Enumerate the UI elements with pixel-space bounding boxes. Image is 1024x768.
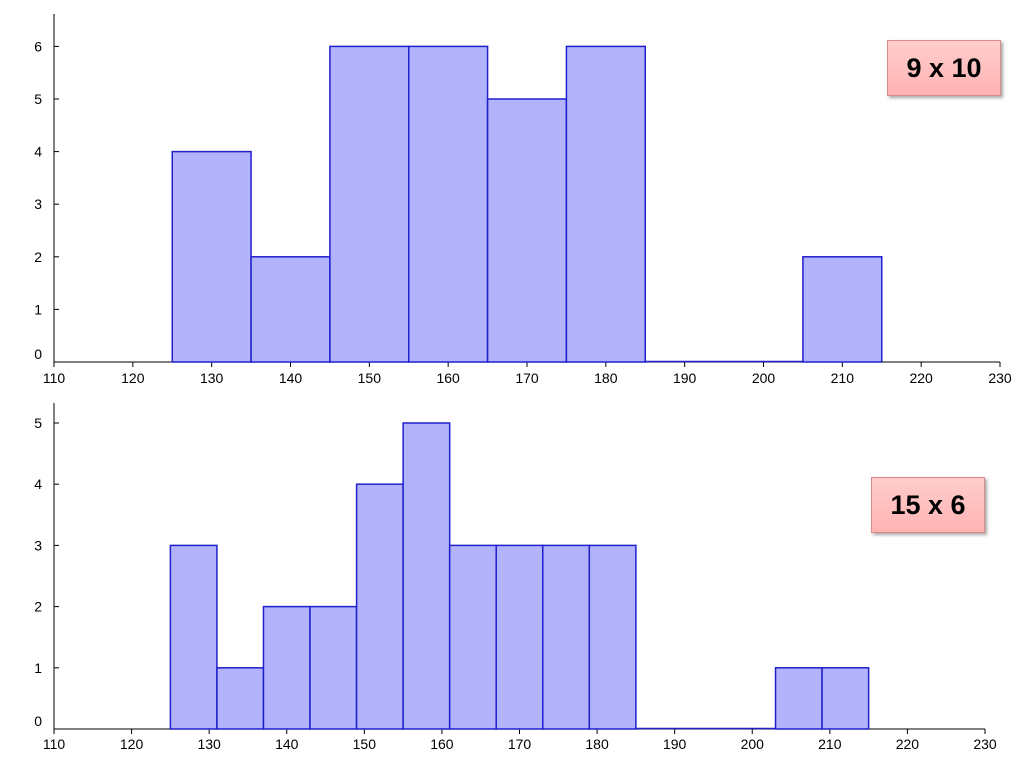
x-tick-label: 200 [752, 370, 776, 386]
histogram-bottom: 0 1 2 3 4 5 110 120 130 140 150 160 170 180 190 200 210 2… [34, 403, 997, 752]
x-tick-label: 160 [430, 736, 454, 752]
histogram-top: 0 1 2 3 4 5 6 110 120 130 140 150 160 170 180 190 200 210… [34, 14, 1012, 386]
x-tick-label: 220 [896, 736, 920, 752]
y-tick-label: 4 [34, 144, 42, 160]
histogram-bar [402, 422, 451, 730]
x-tick-label: 230 [988, 370, 1012, 386]
y-tick-label: 5 [34, 91, 42, 107]
x-tick-label: 120 [121, 370, 145, 386]
x-tick-label: 220 [909, 370, 933, 386]
y-tick-label: 4 [34, 476, 42, 492]
y-tick-label: 5 [34, 415, 42, 431]
histogram-bar [821, 667, 870, 730]
x-tick-label: 110 [43, 736, 66, 752]
histogram-bar [774, 667, 823, 730]
x-tick-label: 120 [120, 736, 144, 752]
x-tick-label: 170 [515, 370, 539, 386]
y-tick-label: 2 [34, 249, 42, 265]
y-tick-label: 1 [34, 660, 42, 676]
histogram-bar [408, 45, 489, 363]
histogram-bar [802, 256, 883, 363]
x-tick-label: 140 [275, 736, 299, 752]
x-tick-label: 190 [673, 370, 697, 386]
histogram-bar [329, 45, 410, 363]
bin-config-label-bottom: 15 x 6 [871, 477, 985, 533]
y-tick-label: 0 [34, 346, 42, 362]
y-tick-label: 6 [34, 38, 42, 54]
histogram-bar [216, 667, 265, 730]
histogram-bar [250, 256, 331, 363]
x-tick-label: 170 [508, 736, 532, 752]
histogram-bar [588, 544, 637, 730]
histogram-bar [169, 544, 218, 730]
histogram-bar [448, 544, 497, 730]
x-tick-label: 200 [741, 736, 765, 752]
x-tick-label: 150 [353, 736, 377, 752]
histogram-bar [262, 605, 311, 730]
x-tick-label: 230 [973, 736, 997, 752]
histogram-bar [486, 98, 568, 363]
x-tick-label: 180 [594, 370, 618, 386]
y-tick-label: 1 [34, 301, 42, 317]
y-tick-label: 2 [34, 599, 42, 615]
x-tick-label: 130 [200, 370, 224, 386]
x-tick-label: 210 [818, 736, 842, 752]
histogram-bar [495, 544, 544, 730]
x-tick-label: 140 [279, 370, 303, 386]
x-tick-label: 180 [585, 736, 609, 752]
histogram-bar [565, 45, 647, 363]
histogram-bar [309, 605, 358, 730]
bin-config-label-top: 9 x 10 [887, 40, 1001, 96]
x-tick-label: 190 [663, 736, 687, 752]
y-tick-label: 0 [34, 713, 42, 729]
y-tick-label: 3 [34, 196, 42, 212]
x-tick-label: 150 [358, 370, 382, 386]
x-tick-label: 110 [43, 370, 66, 386]
x-tick-label: 210 [831, 370, 855, 386]
histogram-bar [542, 544, 591, 730]
histogram-bar [171, 150, 252, 363]
histogram-bar [355, 483, 404, 730]
x-tick-label: 130 [197, 736, 221, 752]
y-tick-label: 3 [34, 537, 42, 553]
x-tick-label: 160 [436, 370, 460, 386]
